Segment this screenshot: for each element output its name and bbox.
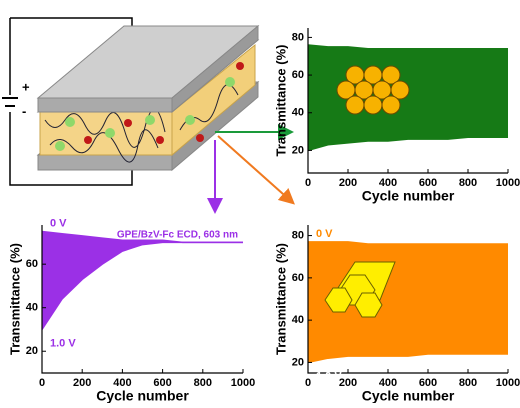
y-tick-label: 60 [26, 258, 38, 270]
x-tick-label: 800 [194, 377, 212, 389]
series-label: 1.0 V [316, 158, 342, 170]
x-tick-label: 1000 [231, 377, 255, 389]
envelope-line [307, 353, 508, 364]
envelope-line [308, 241, 508, 245]
x-tick-label: 400 [113, 377, 131, 389]
y-tick-label: 40 [26, 302, 38, 314]
y-axis-label: Transmittance (%) [273, 45, 288, 157]
y-tick-label: 20 [26, 345, 38, 357]
x-axis-label: Cycle number [96, 388, 189, 403]
x-axis-label: Cycle number [362, 188, 455, 204]
x-tick-label: 600 [419, 177, 437, 189]
y-tick-label: 80 [292, 229, 304, 241]
x-tick-label: 0 [305, 177, 311, 189]
x-tick-label: 600 [153, 377, 171, 389]
x-tick-label: 0 [39, 377, 45, 389]
plus-sign: + [22, 79, 30, 94]
series-label: 0 V [50, 217, 67, 229]
inset-hexagons [324, 261, 396, 318]
envelope-line [41, 241, 243, 330]
x-tick-label: 800 [459, 377, 477, 389]
series-label: 1.0 V [316, 370, 342, 382]
x-tick-label: 1000 [496, 377, 520, 389]
y-tick-label: 20 [292, 356, 304, 368]
minus-sign: - [22, 103, 26, 118]
y-axis-label: Transmittance (%) [273, 243, 288, 355]
envelope-line [307, 136, 508, 152]
y-tick-label: 60 [292, 272, 304, 284]
x-tick-label: 800 [459, 177, 477, 189]
y-tick-label: 80 [292, 31, 304, 43]
chart-title: GPE-MCMS/BzV-Fc ECD, 603 nm [345, 230, 500, 241]
x-tick-label: 400 [379, 377, 397, 389]
series-label: 0 V [316, 228, 333, 240]
band-fill [42, 231, 243, 330]
y-tick-label: 20 [292, 144, 304, 156]
chart-title: GPE-SPHS/BzV-Fc ECD, 603 nm [348, 33, 500, 44]
device-diagram: + - [2, 17, 295, 214]
y-tick-label: 40 [292, 314, 304, 326]
series-label: 1.0 V [50, 337, 76, 349]
inset-cylinders [336, 65, 410, 115]
envelope-line [307, 44, 508, 50]
band-fill [308, 44, 508, 151]
y-tick-label: 40 [292, 107, 304, 119]
y-tick-label: 60 [292, 69, 304, 81]
x-tick-label: 200 [73, 377, 91, 389]
series-label: 0 V [316, 31, 333, 43]
y-axis-label: Transmittance (%) [7, 243, 22, 355]
x-axis-label: Cycle number [362, 388, 455, 403]
x-tick-label: 200 [339, 177, 357, 189]
x-tick-label: 0 [305, 377, 311, 389]
x-tick-label: 200 [339, 377, 357, 389]
x-tick-label: 600 [419, 377, 437, 389]
chart-title: GPE/BzV-Fc ECD, 603 nm [117, 230, 238, 241]
x-tick-label: 400 [379, 177, 397, 189]
x-tick-label: 1000 [496, 177, 520, 189]
